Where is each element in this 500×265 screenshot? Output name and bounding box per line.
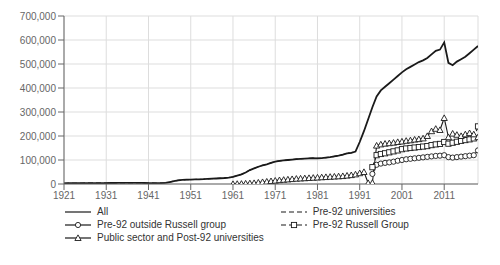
svg-text:2011: 2011	[433, 190, 455, 201]
html-text:Pre-92 universities: Pre-92 universities	[312, 206, 396, 217]
svg-text:1921: 1921	[53, 190, 76, 201]
svg-text:2001: 2001	[391, 190, 414, 201]
svg-text:500,000: 500,000	[20, 59, 57, 70]
svg-text:1941: 1941	[137, 190, 160, 201]
html-text:Pre-92 outside Russell group: Pre-92 outside Russell group	[97, 219, 226, 230]
svg-text:300,000: 300,000	[20, 107, 57, 118]
svg-text:600,000: 600,000	[20, 35, 57, 46]
svg-text:100,000: 100,000	[20, 155, 57, 166]
svg-text:400,000: 400,000	[20, 83, 57, 94]
svg-text:0: 0	[50, 179, 56, 190]
svg-text:1971: 1971	[264, 190, 287, 201]
svg-text:1981: 1981	[306, 190, 329, 201]
html-text:All: All	[97, 206, 109, 217]
html-text:Public sector and Post-92 univ: Public sector and Post-92 universities	[97, 232, 264, 243]
svg-text:1951: 1951	[180, 190, 203, 201]
svg-text:700,000: 700,000	[20, 11, 57, 22]
svg-text:200,000: 200,000	[20, 131, 57, 142]
svg-text:1931: 1931	[95, 190, 118, 201]
svg-text:1961: 1961	[222, 190, 245, 201]
svg-text:1991: 1991	[349, 190, 372, 201]
html-text:Pre-92 Russell Group: Pre-92 Russell Group	[312, 219, 409, 230]
